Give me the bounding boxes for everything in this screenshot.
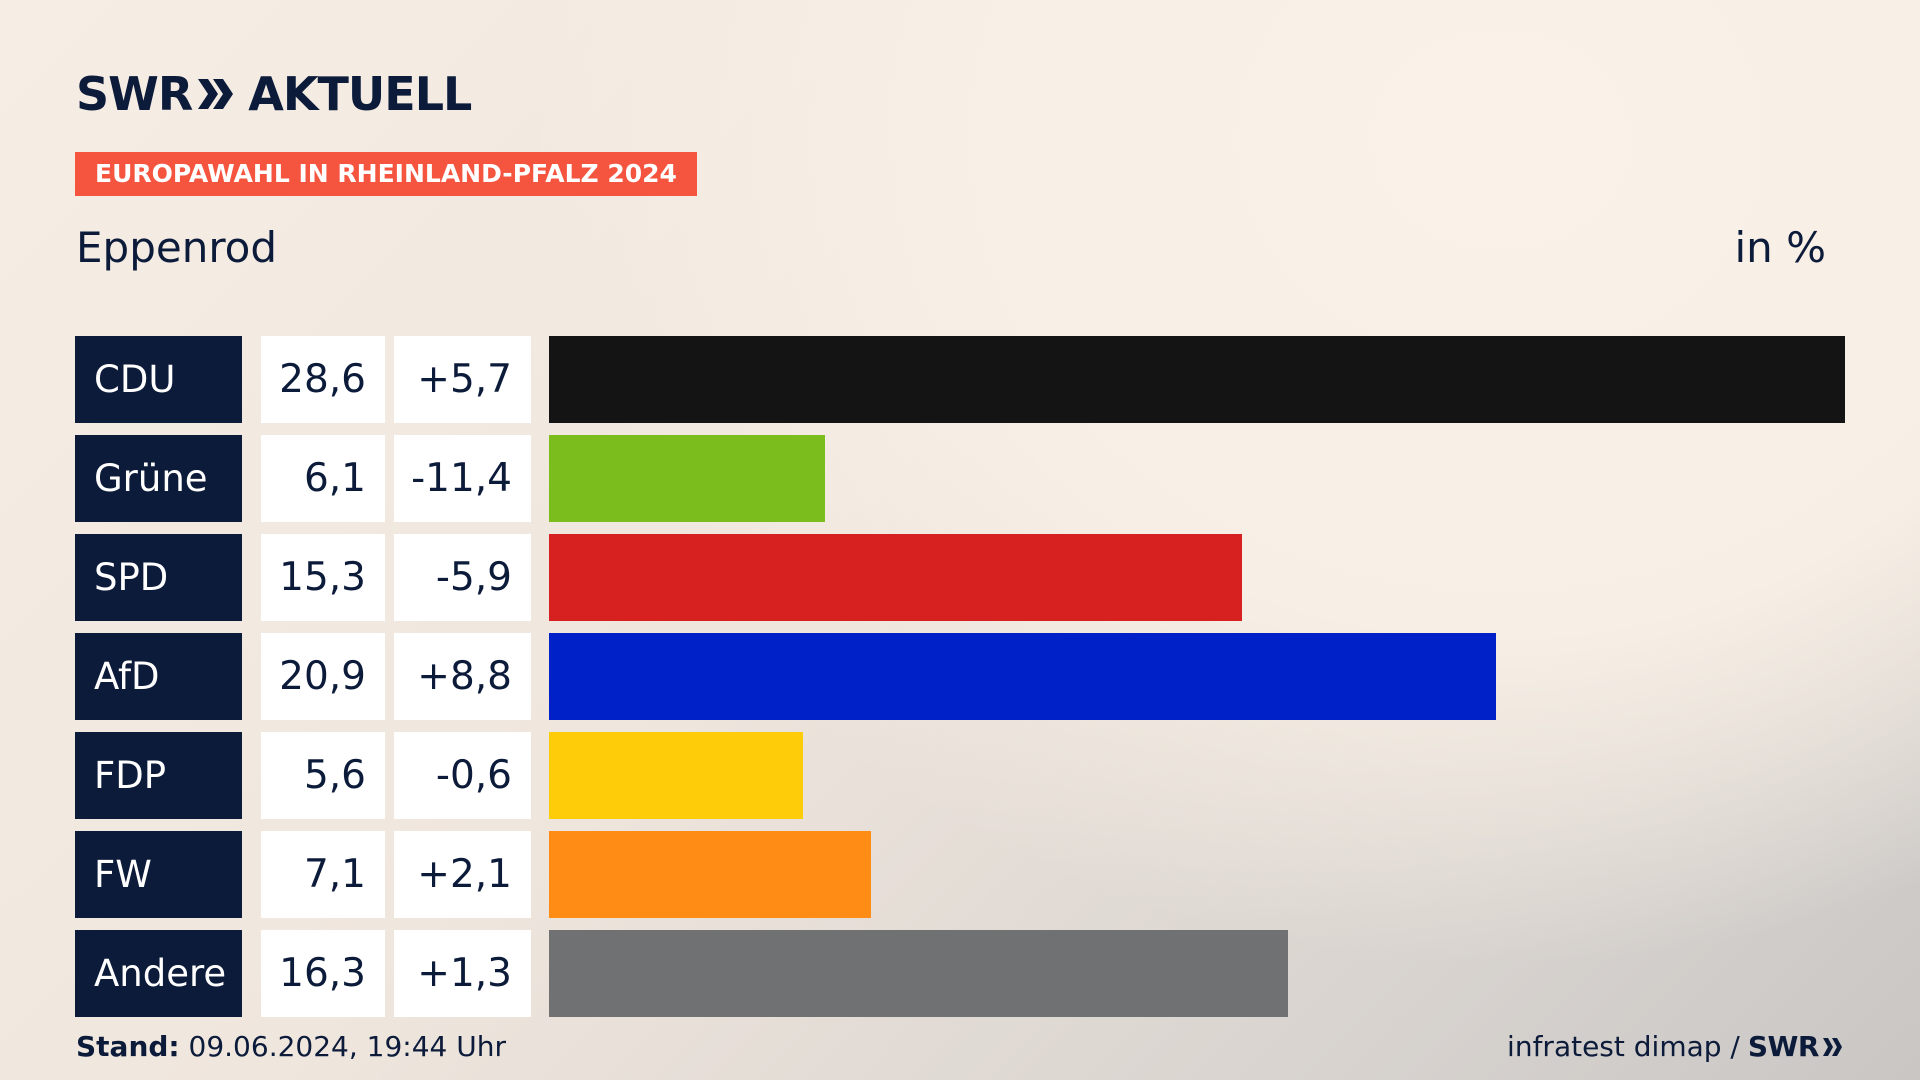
party-label: Andere [75,930,242,1017]
vote-change-label: -5,9 [394,534,531,621]
result-row: FDP 5,6 -0,6 [75,732,1845,819]
vote-share-bar [549,831,871,918]
party-label: FW [75,831,242,918]
vote-share-label: 7,1 [261,831,385,918]
stand-value: 09.06.2024, 19:44 Uhr [188,1030,506,1063]
result-row: AfD 20,9 +8,8 [75,633,1845,720]
source-brand: SWR [1748,1030,1844,1064]
result-row: FW 7,1 +2,1 [75,831,1845,918]
party-label: AfD [75,633,242,720]
vote-change-label: +1,3 [394,930,531,1017]
double-chevron-small-icon [1823,1038,1842,1056]
vote-share-label: 20,9 [261,633,385,720]
vote-change-label: +2,1 [394,831,531,918]
result-row: Andere 16,3 +1,3 [75,930,1845,1017]
municipality-title: Eppenrod [76,223,278,272]
unit-label: in % [1734,223,1826,272]
vote-change-label: +5,7 [394,336,531,423]
party-label: FDP [75,732,242,819]
vote-share-bar [549,534,1242,621]
vote-share-label: 15,3 [261,534,385,621]
vote-share-label: 16,3 [261,930,385,1017]
source-credit: infratest dimap / SWR [1507,1030,1844,1064]
vote-share-bar [549,930,1288,1017]
vote-change-label: -0,6 [394,732,531,819]
vote-share-label: 6,1 [261,435,385,522]
result-row: CDU 28,6 +5,7 [75,336,1845,423]
brand-aktuell: AKTUELL [248,67,472,121]
stand-label: Stand: [76,1030,180,1063]
vote-share-bar [549,336,1845,423]
vote-share-label: 28,6 [261,336,385,423]
vote-change-label: +8,8 [394,633,531,720]
brand-swr: SWR [76,67,193,121]
source-brand-label: SWR [1747,1030,1820,1063]
double-chevron-icon [198,79,234,109]
swr-aktuell-logo: SWR AKTUELL [76,66,472,122]
vote-change-label: -11,4 [394,435,531,522]
vote-share-bar [549,633,1496,720]
vote-share-bar [549,732,803,819]
party-label: SPD [75,534,242,621]
election-badge: EUROPAWAHL IN RHEINLAND-PFALZ 2024 [75,152,697,196]
source-text: infratest dimap / [1507,1030,1740,1063]
party-label: Grüne [75,435,242,522]
timestamp: Stand: 09.06.2024, 19:44 Uhr [76,1030,506,1064]
vote-share-label: 5,6 [261,732,385,819]
vote-share-bar [549,435,825,522]
result-row: SPD 15,3 -5,9 [75,534,1845,621]
result-row: Grüne 6,1 -11,4 [75,435,1845,522]
party-label: CDU [75,336,242,423]
